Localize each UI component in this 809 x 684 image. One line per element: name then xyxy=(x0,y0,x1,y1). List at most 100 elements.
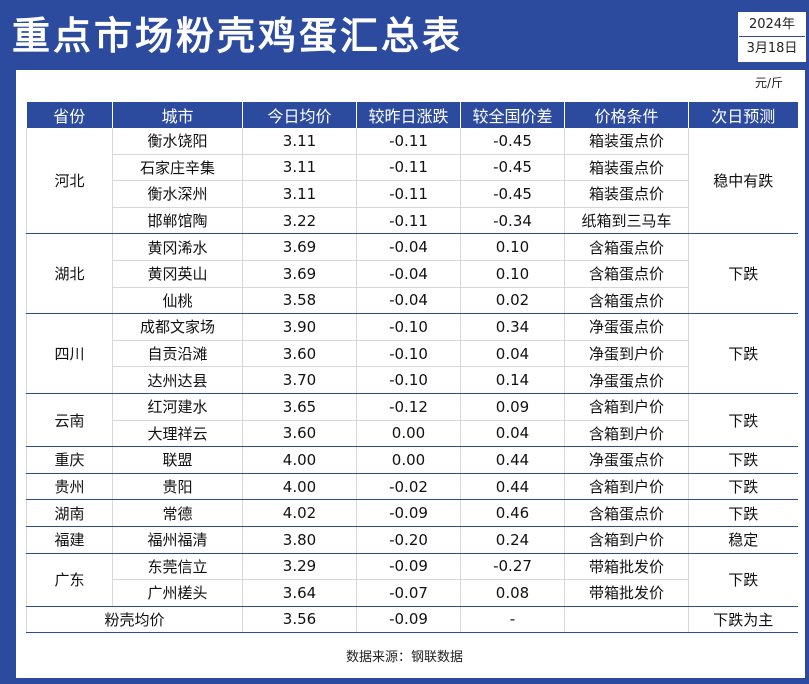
price-cell: 3.11 xyxy=(242,128,357,155)
table-row: 达州达县 3.70 -0.10 0.14 净蛋蛋点价 xyxy=(27,366,798,394)
table-row: 大理祥云 3.60 0.00 0.04 含箱到户价 xyxy=(27,420,798,448)
diff-cell: -0.45 xyxy=(460,128,565,155)
egg-price-table: 省份 城市 今日均价 较昨日涨跌 较全国价差 价格条件 次日预测 河北 衡水饶阳 3… xyxy=(26,102,798,634)
city-cell: 东莞信立 xyxy=(112,553,243,581)
city-cell: 黄冈浠水 xyxy=(112,233,243,261)
diff-cell: -0.45 xyxy=(460,154,565,182)
col-header-city: 城市 xyxy=(112,102,243,128)
price-cell: 3.58 xyxy=(242,287,357,315)
diff-cell: -0.27 xyxy=(460,553,565,581)
condition-cell: 箱装蛋点价 xyxy=(564,180,689,208)
forecast-cell: 稳定 xyxy=(688,526,798,554)
diff-cell: 0.10 xyxy=(460,233,565,261)
diff-cell: 0.09 xyxy=(460,393,565,421)
price-cell: 3.90 xyxy=(242,313,357,341)
city-cell: 成都文家场 xyxy=(112,313,243,341)
condition-cell: 纸箱到三马车 xyxy=(564,207,689,235)
diff-cell: 0.04 xyxy=(460,420,565,448)
change-cell: -0.04 xyxy=(356,287,461,315)
table-row: 广东 东莞信立 3.29 -0.09 -0.27 带箱批发价 下跌 xyxy=(26,553,798,607)
province-cell: 河北 xyxy=(26,128,113,235)
forecast-cell: 下跌 xyxy=(688,553,798,607)
price-cell: 3.29 xyxy=(242,553,357,581)
change-cell: -0.11 xyxy=(356,207,461,235)
change-cell: -0.11 xyxy=(356,180,461,208)
change-cell: -0.12 xyxy=(356,393,461,421)
change-cell: -0.09 xyxy=(356,553,461,581)
change-cell: -0.10 xyxy=(356,313,461,341)
price-cell: 3.69 xyxy=(242,260,357,288)
change-cell: -0.07 xyxy=(356,579,461,607)
table-row: 福建 福州福清 3.80 -0.20 0.24 含箱到户价 稳定 xyxy=(26,526,798,554)
change-cell: -0.09 xyxy=(356,499,461,527)
table-row: 云南 红河建水 3.65 -0.12 0.09 含箱到户价 下跌 xyxy=(26,393,798,448)
table-row: 湖北 黄冈浠水 3.69 -0.04 0.10 含箱蛋点价 下跌 xyxy=(26,233,798,315)
city-cell: 邯郸馆陶 xyxy=(112,207,243,235)
table-row: 广州槎头 3.64 -0.07 0.08 带箱批发价 xyxy=(27,579,798,607)
table-row: 贵州 贵阳 4.00 -0.02 0.44 含箱到户价 下跌 xyxy=(26,473,798,501)
price-cell: 3.60 xyxy=(242,420,357,448)
change-cell: 0.00 xyxy=(356,420,461,448)
table-body: 河北 衡水饶阳 3.11 -0.11 -0.45 箱装蛋点价 稳中有跌 石家庄辛集 3.11 -0… xyxy=(26,128,798,634)
forecast-cell: 下跌 xyxy=(688,473,798,501)
city-cell: 红河建水 xyxy=(112,393,243,421)
average-condition xyxy=(564,605,689,634)
condition-cell: 含箱到户价 xyxy=(564,473,689,501)
col-header-forecast: 次日预测 xyxy=(688,102,798,128)
condition-cell: 净蛋到户价 xyxy=(564,340,689,368)
city-cell: 广州槎头 xyxy=(112,579,243,607)
table-row: 石家庄辛集 3.11 -0.11 -0.45 箱装蛋点价 xyxy=(27,154,798,182)
change-cell: -0.04 xyxy=(356,260,461,288)
city-cell: 达州达县 xyxy=(112,366,243,394)
condition-cell: 含箱蛋点价 xyxy=(564,287,689,315)
change-cell: -0.11 xyxy=(356,154,461,182)
table-row: 自贡沿滩 3.60 -0.10 0.04 净蛋到户价 xyxy=(27,340,798,368)
city-cell: 衡水深州 xyxy=(112,180,243,208)
page-title: 重点市场粉壳鸡蛋汇总表 xyxy=(12,14,464,58)
price-cell: 4.00 xyxy=(242,473,357,501)
price-cell: 3.11 xyxy=(242,154,357,182)
table-row: 重庆 联盟 4.00 0.00 0.44 净蛋蛋点价 下跌 xyxy=(26,446,798,474)
date-month-day: 3月18日 xyxy=(746,41,798,56)
change-cell: -0.11 xyxy=(356,128,461,155)
table-row: 四川 成都文家场 3.90 -0.10 0.34 净蛋蛋点价 下跌 xyxy=(26,313,798,394)
condition-cell: 含箱到户价 xyxy=(564,420,689,448)
change-cell: -0.10 xyxy=(356,340,461,368)
diff-cell: 0.04 xyxy=(460,340,565,368)
forecast-cell: 下跌 xyxy=(688,313,798,394)
price-cell: 4.02 xyxy=(242,499,357,527)
change-cell: -0.04 xyxy=(356,233,461,261)
change-cell: -0.20 xyxy=(356,526,461,554)
condition-cell: 净蛋蛋点价 xyxy=(564,313,689,341)
price-cell: 3.69 xyxy=(242,233,357,261)
province-cell: 湖北 xyxy=(26,233,113,315)
forecast-cell: 稳中有跌 xyxy=(688,128,798,235)
diff-cell: 0.02 xyxy=(460,287,565,315)
col-header-price: 今日均价 xyxy=(242,102,357,128)
diff-cell: 0.24 xyxy=(460,526,565,554)
province-cell: 重庆 xyxy=(26,446,113,474)
city-cell: 衡水饶阳 xyxy=(112,128,243,155)
condition-cell: 带箱批发价 xyxy=(564,579,689,607)
change-cell: -0.10 xyxy=(356,366,461,394)
province-cell: 云南 xyxy=(26,393,113,448)
date-box: 2024年 3月18日 xyxy=(738,12,806,62)
data-source: 数据来源：钢联数据 xyxy=(345,650,463,665)
diff-cell: 0.44 xyxy=(460,473,565,501)
diff-cell: 0.34 xyxy=(460,313,565,341)
diff-cell: 0.44 xyxy=(460,446,565,474)
condition-cell: 净蛋蛋点价 xyxy=(564,366,689,394)
col-header-diff: 较全国价差 xyxy=(460,102,565,128)
diff-cell: 0.10 xyxy=(460,260,565,288)
province-cell: 贵州 xyxy=(26,473,113,501)
price-cell: 3.64 xyxy=(242,579,357,607)
table-row: 衡水深州 3.11 -0.11 -0.45 箱装蛋点价 xyxy=(27,180,798,208)
average-diff: - xyxy=(460,605,565,634)
diff-cell: -0.45 xyxy=(460,180,565,208)
price-cell: 4.00 xyxy=(242,446,357,474)
city-cell: 大理祥云 xyxy=(112,420,243,448)
table-row: 河北 衡水饶阳 3.11 -0.11 -0.45 箱装蛋点价 稳中有跌 xyxy=(26,128,798,235)
condition-cell: 含箱蛋点价 xyxy=(564,233,689,261)
condition-cell: 含箱到户价 xyxy=(564,393,689,421)
average-price: 3.56 xyxy=(242,605,357,634)
